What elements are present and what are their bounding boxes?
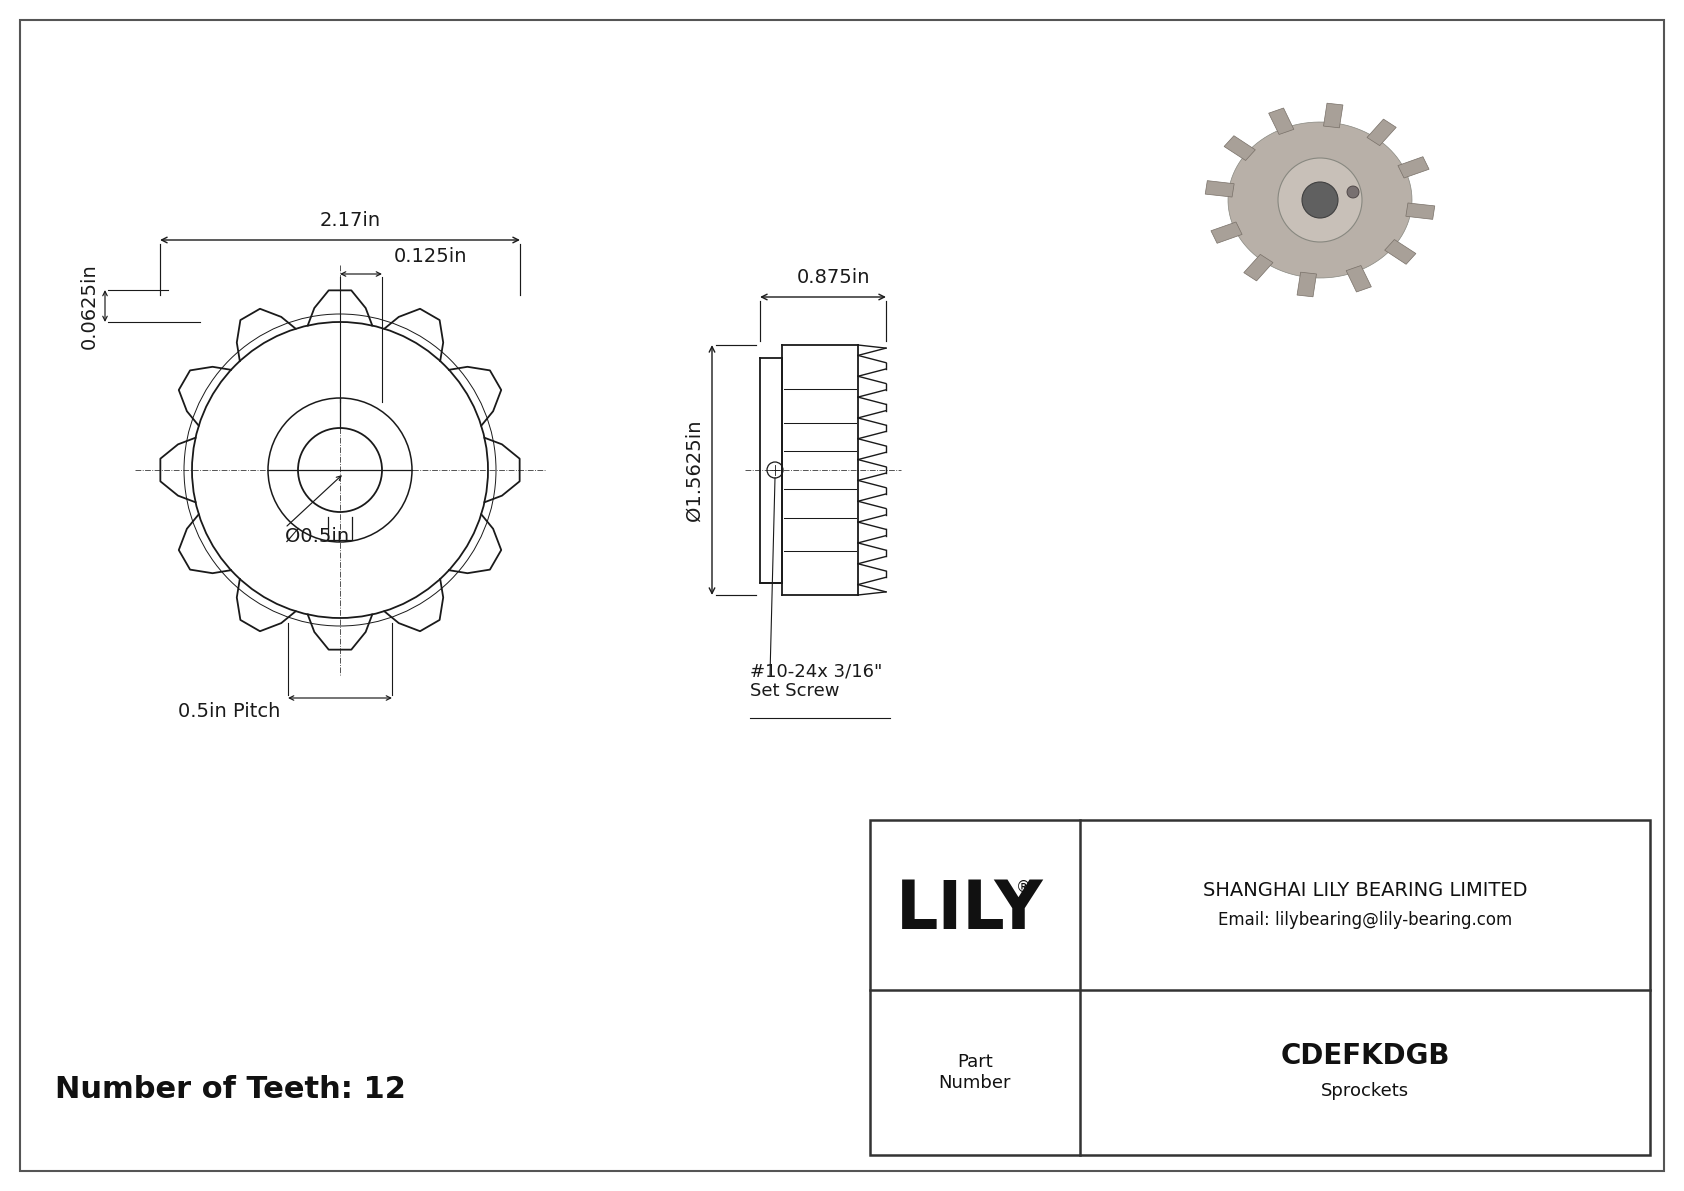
- Text: 0.5in Pitch: 0.5in Pitch: [177, 701, 280, 721]
- Circle shape: [1302, 182, 1339, 218]
- Polygon shape: [1324, 104, 1342, 127]
- Polygon shape: [1268, 108, 1293, 135]
- Text: 2.17in: 2.17in: [320, 211, 381, 230]
- Circle shape: [1347, 186, 1359, 198]
- Polygon shape: [1244, 255, 1273, 281]
- Polygon shape: [1224, 136, 1255, 161]
- Text: Number of Teeth: 12: Number of Teeth: 12: [56, 1075, 406, 1104]
- Text: ®: ®: [1015, 879, 1031, 894]
- Text: Set Screw: Set Screw: [749, 682, 840, 700]
- Bar: [871, 819, 1650, 1155]
- Polygon shape: [1211, 222, 1243, 243]
- Polygon shape: [1297, 273, 1317, 297]
- Polygon shape: [1346, 266, 1371, 292]
- Text: 0.0625in: 0.0625in: [81, 263, 99, 349]
- Polygon shape: [1384, 239, 1416, 264]
- Text: Email: lilybearing@lily-bearing.com: Email: lilybearing@lily-bearing.com: [1218, 911, 1512, 929]
- Polygon shape: [1398, 157, 1430, 177]
- Text: SHANGHAI LILY BEARING LIMITED: SHANGHAI LILY BEARING LIMITED: [1202, 880, 1527, 899]
- Polygon shape: [1367, 119, 1396, 145]
- Polygon shape: [1228, 121, 1411, 278]
- Polygon shape: [1206, 181, 1234, 197]
- Text: Part
Number: Part Number: [938, 1053, 1012, 1092]
- Text: Ø1.5625in: Ø1.5625in: [685, 419, 704, 520]
- Text: Ø0.5in: Ø0.5in: [285, 526, 349, 545]
- Circle shape: [1278, 158, 1362, 242]
- Polygon shape: [1406, 202, 1435, 219]
- Text: LILY: LILY: [896, 877, 1044, 943]
- Text: 0.125in: 0.125in: [394, 247, 468, 266]
- Text: 0.875in: 0.875in: [797, 268, 869, 287]
- Text: Sprockets: Sprockets: [1320, 1081, 1410, 1099]
- Text: #10-24x 3/16": #10-24x 3/16": [749, 662, 882, 680]
- Text: CDEFKDGB: CDEFKDGB: [1280, 1042, 1450, 1071]
